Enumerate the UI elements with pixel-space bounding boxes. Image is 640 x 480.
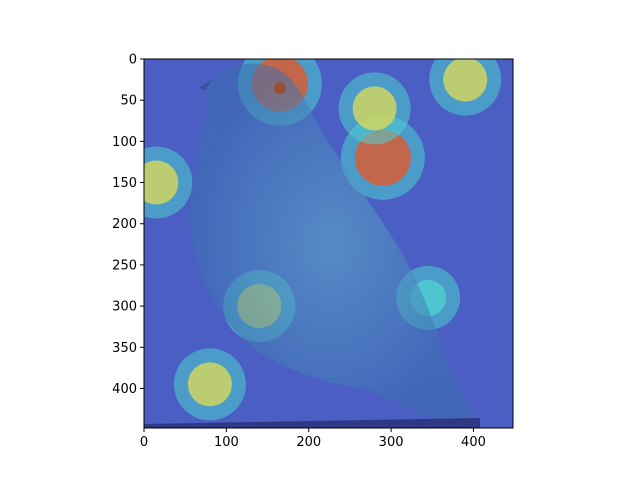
y-tick-label: 50 <box>120 94 137 109</box>
x-tick-label: 400 <box>461 435 486 450</box>
bird-perch <box>144 418 480 428</box>
y-tick-label: 0 <box>129 53 137 68</box>
heat-region-medium <box>443 59 488 102</box>
y-tick-label: 400 <box>112 382 137 397</box>
plot-frame <box>143 58 514 429</box>
y-axis: 0 50 100 150 200 250 300 350 400 <box>112 53 144 397</box>
bird-silhouette <box>144 63 480 428</box>
x-tick-label: 300 <box>379 435 404 450</box>
x-axis: 0 100 200 300 400 <box>140 428 486 450</box>
plot-area <box>144 59 513 428</box>
heat-region-medium <box>144 160 179 205</box>
x-tick-label: 0 <box>140 435 148 450</box>
y-tick-label: 150 <box>112 176 137 191</box>
heat-region-medium <box>187 362 232 407</box>
y-tick-label: 100 <box>112 135 137 150</box>
x-tick-label: 100 <box>214 435 239 450</box>
heat-region-medium <box>352 86 397 131</box>
x-tick-label: 200 <box>296 435 321 450</box>
y-tick-label: 200 <box>112 217 137 232</box>
bird-eye <box>274 82 286 94</box>
bird-body <box>189 63 475 425</box>
y-tick-label: 250 <box>112 258 137 273</box>
y-tick-label: 350 <box>112 341 137 356</box>
y-tick-label: 300 <box>112 300 137 315</box>
bird-beak <box>198 80 212 90</box>
